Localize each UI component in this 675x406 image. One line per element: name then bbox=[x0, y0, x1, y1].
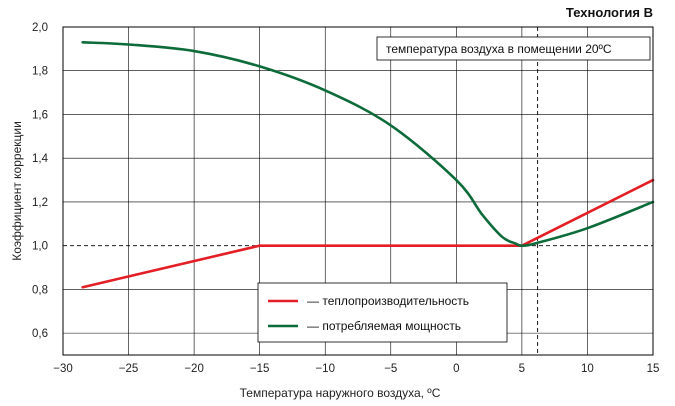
x-tick-label: −15 bbox=[250, 363, 270, 375]
y-axis-label: Коэффициент коррекции bbox=[10, 121, 24, 261]
x-tick-labels: −30 −25 −20 −15 −10 −5 0 5 10 15 bbox=[53, 363, 659, 375]
y-tick-labels: 0,6 0,8 1,0 1,2 1,4 1,6 1,8 2,0 bbox=[32, 22, 49, 340]
x-axis-label: Температура наружного воздуха, ºС bbox=[240, 386, 441, 400]
x-tick-label: −5 bbox=[384, 363, 397, 375]
annotation-text: температура воздуха в помещении 20ºС bbox=[386, 42, 612, 56]
legend-label-power: — потребляемая мощность bbox=[307, 319, 461, 333]
annotation-box: температура воздуха в помещении 20ºС bbox=[376, 36, 651, 61]
x-tick-label: −30 bbox=[53, 363, 73, 375]
x-tick-label: 5 bbox=[519, 363, 525, 375]
x-tick-label: −20 bbox=[184, 363, 204, 375]
x-tick-label: 10 bbox=[581, 363, 594, 375]
legend-label-heating: — теплопроизводительность bbox=[307, 294, 469, 308]
x-tick-label: 0 bbox=[453, 363, 459, 375]
x-tick-label: −10 bbox=[315, 363, 335, 375]
series-line-power bbox=[81, 41, 655, 248]
y-tick-label: 1,0 bbox=[32, 241, 48, 253]
grid bbox=[63, 27, 653, 355]
y-tick-label: 1,6 bbox=[32, 109, 48, 121]
series-lines bbox=[81, 41, 655, 289]
plot-frame bbox=[62, 26, 654, 356]
series-line-heating bbox=[81, 178, 655, 289]
y-tick-label: 2,0 bbox=[32, 22, 48, 34]
y-tick-label: 1,4 bbox=[32, 153, 49, 165]
y-tick-label: 0,8 bbox=[32, 284, 48, 296]
y-tick-label: 0,6 bbox=[32, 328, 48, 340]
y-tick-label: 1,2 bbox=[32, 197, 48, 209]
x-tick-label: −25 bbox=[119, 363, 139, 375]
y-tick-label: 1,8 bbox=[32, 66, 48, 78]
chart-title: Технология B bbox=[566, 5, 653, 20]
legend: — теплопроизводительность — потребляемая… bbox=[257, 282, 508, 343]
x-tick-label: 15 bbox=[647, 363, 660, 375]
